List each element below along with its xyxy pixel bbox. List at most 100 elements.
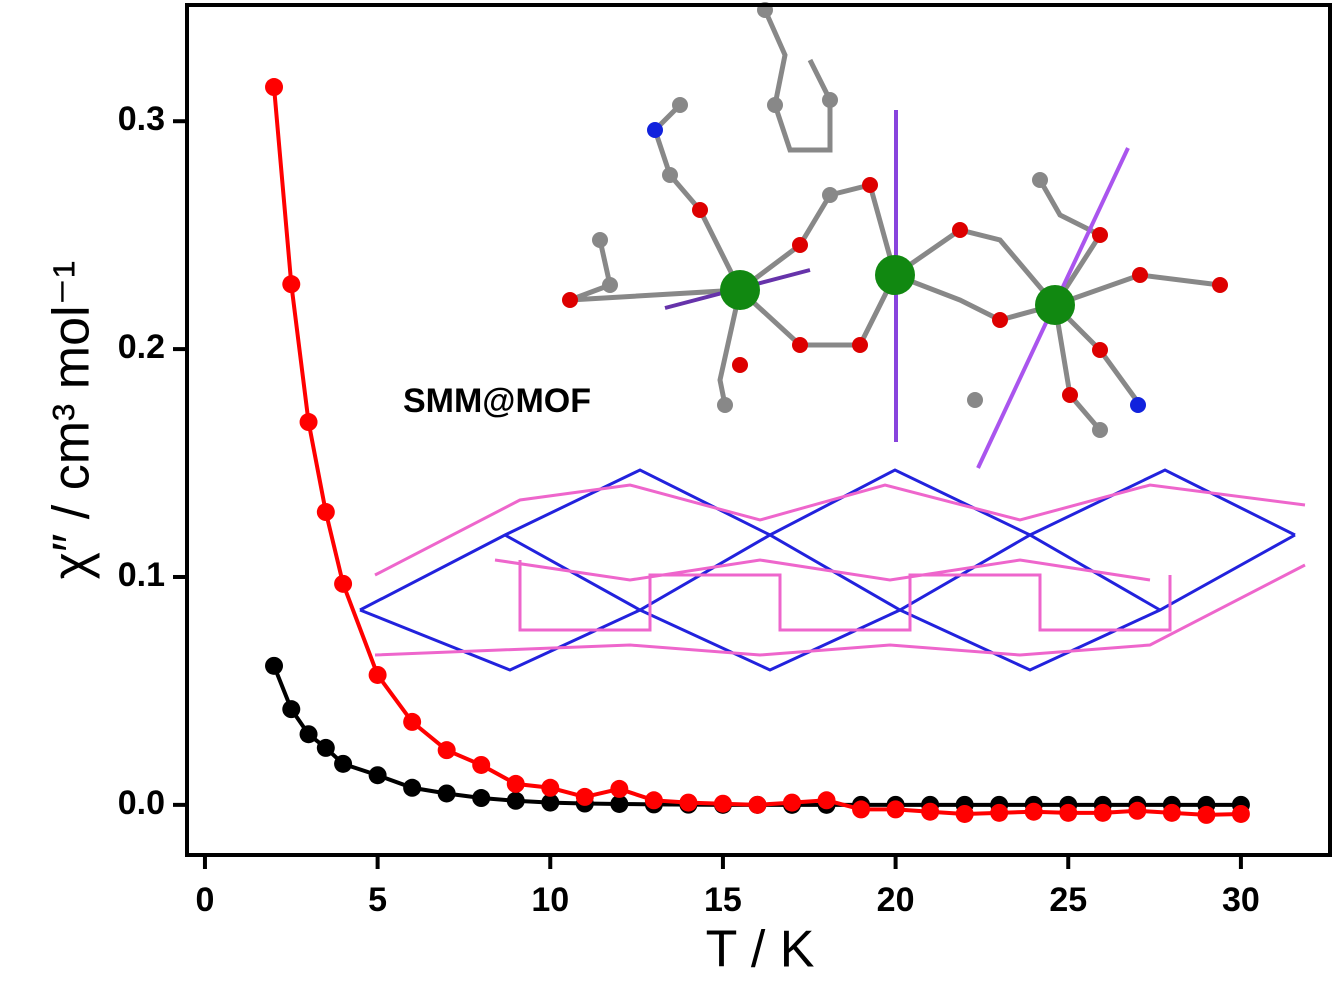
data-point [610, 794, 629, 813]
y-tick-label: 0.3 [118, 100, 165, 138]
lattice-blue [359, 468, 1296, 612]
data-point [1162, 803, 1181, 822]
data-point [472, 755, 491, 774]
data-point [610, 779, 629, 798]
data-point [368, 665, 387, 684]
data-point [334, 754, 353, 773]
molecule [562, 2, 1228, 469]
data-point [299, 725, 318, 744]
atom [1092, 342, 1108, 358]
data-point [1128, 801, 1147, 820]
plot-frame [185, 3, 1332, 857]
metal [720, 270, 760, 310]
atom [717, 397, 733, 413]
data-point [644, 791, 663, 810]
data-point [282, 700, 301, 719]
data-point [886, 800, 905, 819]
y-axis-label: χ″ / cm³ mol⁻¹ [43, 261, 101, 580]
data-point [1093, 803, 1112, 822]
data-point [990, 803, 1009, 822]
y-tick-label: 0.1 [118, 556, 165, 594]
data-point [282, 275, 301, 294]
data-point [679, 793, 698, 812]
atom [792, 237, 808, 253]
data-point [265, 78, 284, 97]
y-tick-label: 0.0 [118, 784, 165, 822]
data-point [265, 656, 284, 675]
data-point [852, 800, 871, 819]
data-point [541, 793, 560, 812]
atom [1212, 277, 1228, 293]
atom [672, 97, 688, 113]
atom [1062, 387, 1078, 403]
data-point [299, 413, 318, 432]
atom [562, 292, 578, 308]
x-tick-label: 15 [704, 881, 742, 919]
atom [592, 232, 608, 248]
atom [767, 97, 783, 113]
atom [1092, 422, 1108, 438]
data-point [541, 778, 560, 797]
atom [602, 277, 618, 293]
lattice-pink [374, 563, 1306, 657]
atom [852, 337, 868, 353]
data-point [316, 738, 335, 757]
data-point [1231, 804, 1250, 823]
x-tick-label: 10 [531, 881, 569, 919]
atom [992, 312, 1008, 328]
bond [762, 8, 833, 153]
x-axis-label: T / K [706, 921, 815, 979]
x-tick-label: 5 [368, 881, 387, 919]
atom [822, 187, 838, 203]
data-point [1059, 803, 1078, 822]
atom [692, 202, 708, 218]
lattice-pink [374, 483, 1306, 577]
x-tick-label: 25 [1049, 881, 1087, 919]
data-point [368, 766, 387, 785]
atom [647, 122, 663, 138]
atom [952, 222, 968, 238]
data-point [403, 778, 422, 797]
bond [569, 239, 744, 406]
series-line [272, 86, 1241, 817]
x-tick-label: 0 [195, 881, 214, 919]
lattice-pink [494, 558, 1151, 582]
data-point [817, 791, 836, 810]
atom [822, 92, 838, 108]
data-point [506, 774, 525, 793]
data-point [437, 741, 456, 760]
x-tick-label: 20 [877, 881, 915, 919]
series [265, 78, 1250, 824]
data-point [472, 789, 491, 808]
data-point [506, 791, 525, 810]
atom [732, 357, 748, 373]
data-point [748, 795, 767, 814]
lattice-blue [359, 533, 1296, 672]
atom [1130, 397, 1146, 413]
atom [862, 177, 878, 193]
mof-lattice [359, 468, 1306, 672]
data-point [334, 574, 353, 593]
atom [967, 392, 983, 408]
data-point [437, 784, 456, 803]
annotation: SMM@MOF [403, 382, 591, 420]
metal [1035, 285, 1075, 325]
atom [792, 337, 808, 353]
x-tick-label: 30 [1222, 881, 1260, 919]
data-point [713, 794, 732, 813]
data-point [1024, 802, 1043, 821]
data-point [316, 503, 335, 522]
data-point [782, 793, 801, 812]
atom [1092, 227, 1108, 243]
atom [1132, 267, 1148, 283]
metal [875, 255, 915, 295]
lattice-pink [518, 560, 1172, 632]
atom [1032, 172, 1048, 188]
data-point [1197, 805, 1216, 824]
data-point [403, 712, 422, 731]
bond [738, 271, 1143, 407]
data-point [955, 804, 974, 823]
data-point [575, 787, 594, 806]
y-tick-label: 0.2 [118, 328, 165, 366]
